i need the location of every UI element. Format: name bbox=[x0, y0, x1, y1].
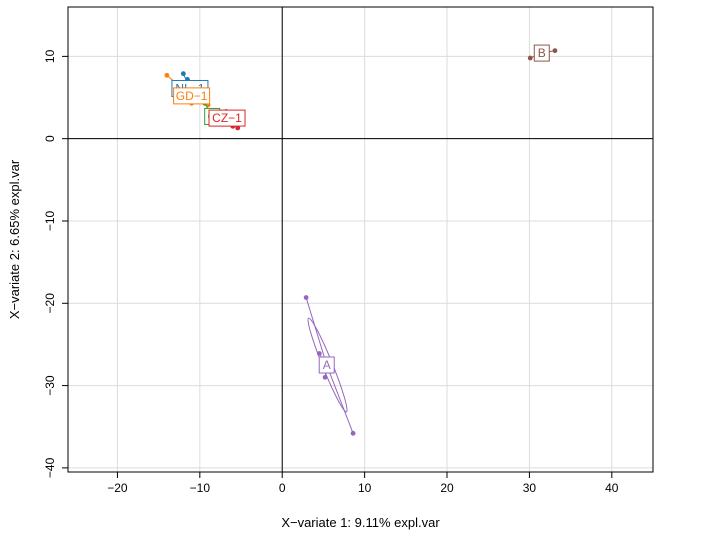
data-point bbox=[180, 71, 186, 77]
y-tick-label: −30 bbox=[43, 375, 57, 396]
group-label: CZ−1 bbox=[208, 109, 246, 127]
group-label: B bbox=[533, 44, 550, 62]
x-tick-label: −20 bbox=[107, 481, 128, 495]
group-label-text: GD−1 bbox=[176, 89, 208, 103]
group-label-text: A bbox=[323, 358, 331, 372]
data-point bbox=[552, 48, 558, 54]
star-segment bbox=[305, 297, 328, 366]
x-tick-label: 0 bbox=[279, 481, 286, 495]
group-label: GD−1 bbox=[173, 87, 211, 105]
star-segment bbox=[326, 364, 354, 434]
plot-frame bbox=[67, 6, 654, 473]
x-tick-label: −10 bbox=[190, 481, 211, 495]
x-tick-label: 20 bbox=[440, 481, 454, 495]
data-point bbox=[235, 125, 241, 131]
group-label-text: B bbox=[538, 46, 546, 60]
grid bbox=[68, 7, 653, 472]
data-point bbox=[164, 72, 170, 78]
y-tick-label: −40 bbox=[43, 457, 57, 478]
group-label: A bbox=[318, 356, 335, 374]
data-point bbox=[322, 374, 328, 380]
group-label-box bbox=[208, 109, 246, 127]
x-axis-title: X−variate 1: 9.11% expl.var bbox=[281, 515, 440, 530]
x-tick-label: 10 bbox=[358, 481, 372, 495]
group-label-box bbox=[173, 87, 211, 105]
data-point bbox=[303, 295, 309, 300]
y-axis-title: X−variate 2: 6.65% expl.var bbox=[7, 159, 22, 319]
group-label-text: CZ−1 bbox=[212, 111, 242, 125]
axis-ticks: −20 −10 0 10 20 30 40 −40 −30 −20 −10 0 10 bbox=[43, 49, 619, 495]
y-tick-label: −10 bbox=[43, 210, 57, 231]
y-tick-label: 10 bbox=[43, 49, 57, 63]
reference-lines bbox=[68, 7, 653, 472]
x-tick-label: 30 bbox=[523, 481, 537, 495]
y-tick-label: 0 bbox=[43, 135, 57, 142]
series bbox=[164, 48, 558, 436]
data-point bbox=[527, 55, 533, 61]
group-label-box bbox=[318, 356, 335, 374]
y-tick-label: −20 bbox=[43, 293, 57, 314]
data-point bbox=[316, 351, 322, 356]
x-tick-label: 40 bbox=[605, 481, 619, 495]
group-labels: NL−1GD−1GCZ−1BA bbox=[171, 44, 550, 374]
group-label-box bbox=[533, 44, 550, 62]
data-point bbox=[350, 430, 356, 436]
